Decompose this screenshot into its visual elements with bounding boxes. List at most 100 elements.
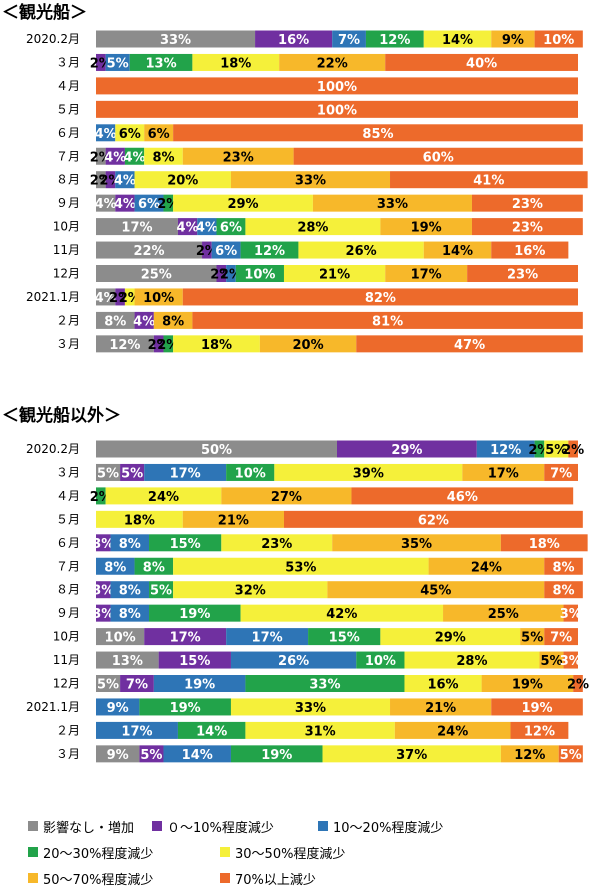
data-label: 3% [92,584,114,599]
bar-segment [467,265,578,282]
data-label: 4% [95,197,117,212]
bar-segment [177,721,246,739]
data-label: 19% [179,607,210,622]
bar-segment [115,124,145,142]
legend-label: 10～20%程度減少 [333,820,443,836]
bar-segment [115,171,135,189]
data-label: 4% [177,221,199,236]
bar-segment [380,218,472,236]
bar-segment [240,241,299,259]
bar-segment [544,557,583,575]
chart-title: ＜観光船＞ [2,2,87,23]
data-label: 14% [442,33,473,48]
bar-segment [134,171,231,189]
chart-title: ＜観光船以外＞ [2,405,121,426]
row-label: ３月 [56,337,80,351]
bar-segment [443,604,564,622]
bar-segment [221,487,352,505]
bar-segment [462,463,545,481]
bar-segment [573,675,583,692]
bar-segment [337,440,477,458]
bar-segment [230,171,391,189]
data-label: 14% [182,748,213,763]
data-label: 29% [227,197,258,212]
data-label: 7% [550,631,572,646]
bar-segment [332,534,501,552]
data-label: 5% [540,654,562,669]
bar-segment [226,463,275,481]
data-label: 5% [140,748,162,763]
data-label: 4% [114,197,136,212]
row-label: ５月 [56,102,80,116]
bar-segment [120,463,145,481]
bar-segment [544,440,569,458]
data-label: 5% [560,748,582,763]
bar-segment [134,557,174,575]
row-label: ７月 [56,559,80,573]
row-label: ３月 [56,747,80,761]
data-label: 62% [418,513,449,528]
bar-segment [404,651,540,669]
data-label: 17% [121,221,152,236]
data-label: 12% [490,443,521,458]
bar-segment [259,335,357,353]
row-label: ６月 [56,536,80,550]
data-label: 10% [105,631,136,646]
data-label: 82% [365,291,396,306]
row-label: 10月 [53,630,80,644]
data-label: 6% [220,221,242,236]
bar-segment [134,194,164,212]
bar-segment [110,581,150,599]
data-label: 24% [471,560,502,575]
bar-segment [390,171,588,189]
bar-segment [230,698,391,716]
bar-segment [471,194,583,212]
row-label: 2021.1月 [26,290,80,304]
data-label: 6% [119,127,141,142]
data-label: 21% [218,513,249,528]
legend-swatch [220,847,230,857]
data-label: 17% [252,631,283,646]
data-label: 6% [148,127,170,142]
bar-segment [471,218,583,236]
data-label: 47% [454,338,485,353]
row-label: ２月 [56,313,80,327]
data-label: 23% [223,150,254,165]
data-label: 16% [278,33,309,48]
bar-segment [182,147,294,165]
row-label: 10月 [53,220,80,234]
bar-segment [544,581,583,599]
data-label: 7% [126,678,148,693]
bar-segment [423,241,492,259]
bar-segment [563,651,578,669]
data-label: 41% [473,174,504,189]
bar-segment [139,698,231,716]
data-label: 6% [215,244,237,259]
bar-segment [240,604,444,622]
bar-segment [245,675,405,692]
bar-segment [110,604,150,622]
bar-segment [520,628,545,646]
bar-segment [96,487,106,505]
data-label: 2% [567,678,589,693]
data-label: 14% [196,724,227,739]
data-label: 42% [326,607,357,622]
data-label: 23% [512,221,543,236]
data-label: 16% [427,678,458,693]
legend-label: 70%以上減少 [235,872,316,888]
legend-label: 50～70%程度減少 [43,872,153,888]
data-label: 7% [338,33,360,48]
data-label: 9% [107,748,129,763]
data-label: 18% [124,513,155,528]
bar-segment [230,745,323,763]
data-label: 19% [521,701,552,716]
bar-segment [544,628,578,646]
data-label: 40% [466,56,497,71]
bar-segment [235,265,284,282]
data-label: 53% [285,560,316,575]
data-label: 33% [160,33,191,48]
bar-segment [380,628,521,646]
data-label: 7% [550,466,572,481]
bar-segment [96,651,159,669]
bar-segment [500,534,588,552]
